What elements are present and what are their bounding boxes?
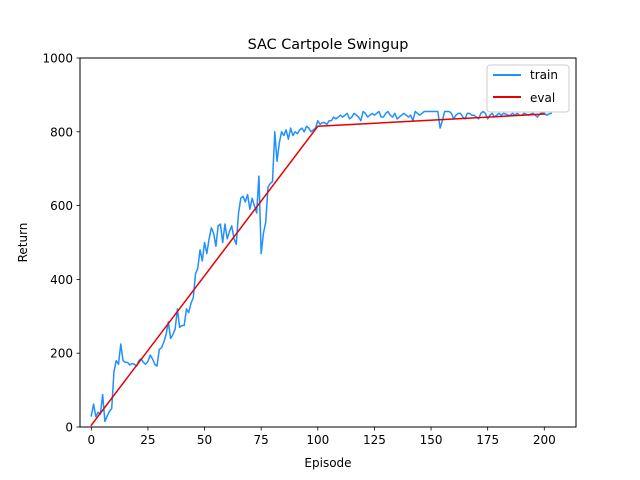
chart-title: SAC Cartpole Swingup xyxy=(248,37,409,53)
x-axis: 0 25 50 75 100 125 150 175 200 xyxy=(88,427,556,447)
x-tick-label: 0 xyxy=(88,433,96,447)
x-tick-label: 175 xyxy=(476,433,499,447)
x-axis-title: Episode xyxy=(304,456,351,470)
x-tick-label: 50 xyxy=(197,433,212,447)
x-tick-label: 200 xyxy=(533,433,556,447)
y-tick-label: 200 xyxy=(50,347,73,361)
y-axis-title: Return xyxy=(16,223,30,263)
legend-box xyxy=(486,64,570,113)
series-line-eval xyxy=(90,113,546,427)
y-tick-label: 600 xyxy=(50,199,73,213)
legend: train eval xyxy=(486,64,570,113)
x-tick-label: 100 xyxy=(306,433,329,447)
y-tick-label: 800 xyxy=(50,125,73,139)
x-tick-label: 25 xyxy=(140,433,155,447)
legend-label-eval: eval xyxy=(530,91,555,105)
y-tick-label: 400 xyxy=(50,273,73,287)
y-axis: 0 200 400 600 800 1000 xyxy=(42,52,80,435)
x-tick-label: 150 xyxy=(420,433,443,447)
x-tick-label: 125 xyxy=(363,433,386,447)
series-layer xyxy=(90,110,553,427)
y-tick-label: 1000 xyxy=(42,52,73,66)
plot-frame xyxy=(79,57,577,428)
x-tick-label: 75 xyxy=(254,433,269,447)
legend-label-train: train xyxy=(530,68,558,82)
y-tick-label: 0 xyxy=(65,421,73,435)
